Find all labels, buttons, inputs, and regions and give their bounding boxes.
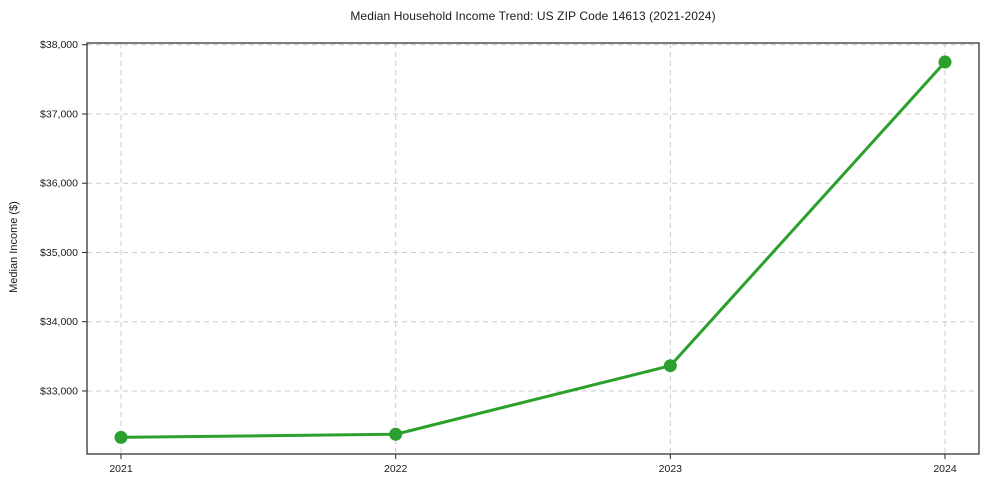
chart-title: Median Household Income Trend: US ZIP Co… <box>350 9 716 23</box>
x-tick-label: 2023 <box>659 463 683 475</box>
x-tick-label: 2022 <box>384 463 408 475</box>
data-point-marker <box>114 430 128 444</box>
income-trend-line <box>119 60 947 439</box>
y-tick-label: $37,000 <box>40 108 78 120</box>
x-tick-label: 2024 <box>933 463 957 475</box>
y-tick-label: $33,000 <box>40 385 78 397</box>
y-tick-label: $34,000 <box>40 316 78 328</box>
y-tick-label: $36,000 <box>40 178 78 190</box>
data-point-marker <box>663 359 677 373</box>
data-point-marker <box>389 427 403 441</box>
axes-box <box>86 42 980 455</box>
x-tick-label: 2021 <box>109 463 133 475</box>
y-tick-label: $35,000 <box>40 247 78 259</box>
y-tick-label: $38,000 <box>40 39 78 51</box>
data-point-marker <box>938 55 952 69</box>
